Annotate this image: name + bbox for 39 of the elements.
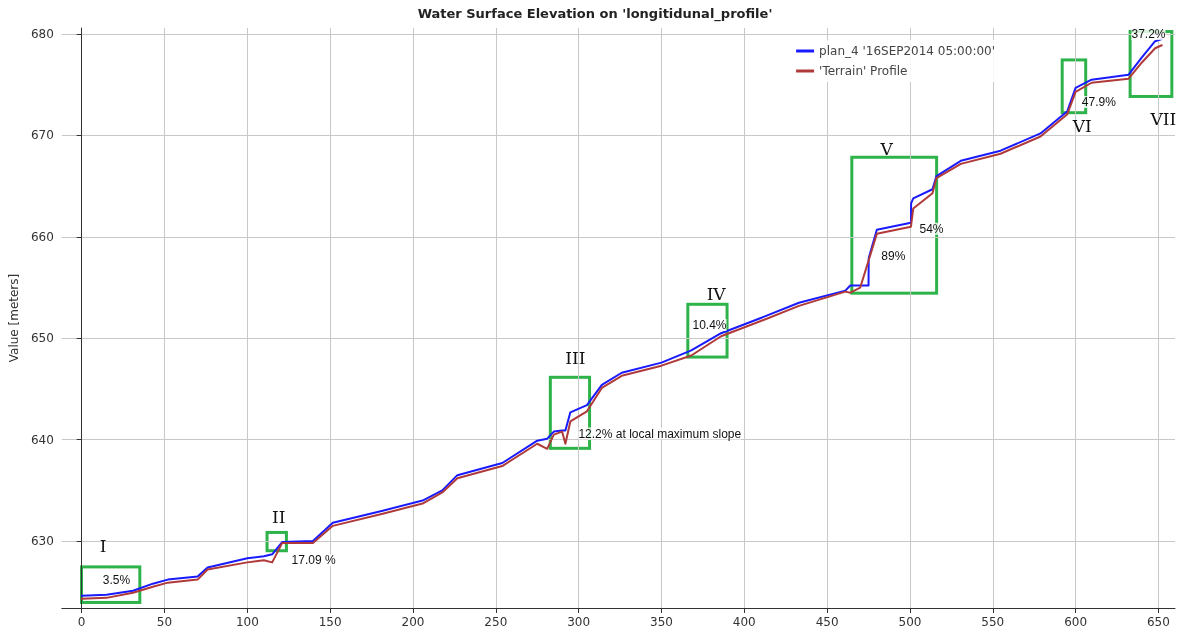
x-tick-label: 450 [815, 615, 839, 629]
x-tick-label: 100 [235, 615, 259, 629]
annotation: III [565, 347, 586, 368]
annotation: II [272, 506, 286, 527]
x-tick-label: 600 [1064, 615, 1088, 629]
annotation: 54% [919, 221, 944, 236]
annotation: 89% [881, 249, 906, 264]
annotation: 17.09 % [291, 553, 336, 568]
y-axis-title: Value [meters] [7, 273, 21, 363]
annotation: VII [1149, 109, 1177, 130]
x-tick-label: 650 [1146, 615, 1170, 629]
annotation: 10.4% [692, 318, 727, 333]
annotation: 12.2% at local maximum slope [578, 426, 742, 441]
x-tick-label: 50 [156, 615, 173, 629]
x-tick-label: 200 [401, 615, 425, 629]
legend-label: plan_4 '16SEP2014 05:00:00' [819, 44, 996, 58]
chart-title: Water Surface Elevation on 'longitidunal_profile' [417, 6, 773, 22]
x-tick-label: 500 [898, 615, 922, 629]
x-tick-label: 550 [981, 615, 1005, 629]
x-tick-label: 400 [732, 615, 756, 629]
x-tick-label: 0 [77, 615, 86, 629]
annotation: VI [1071, 116, 1092, 137]
annotation: 3.5% [102, 572, 131, 587]
annotation: 37.2% [1131, 27, 1166, 42]
x-tick-label: 250 [484, 615, 508, 629]
annotation: 47.9% [1081, 95, 1117, 110]
y-tick-label: 640 [30, 432, 54, 447]
y-tick-label: 660 [30, 229, 54, 244]
x-tick-label: 350 [650, 615, 673, 629]
x-tick-label: 300 [567, 615, 591, 629]
legend-label: 'Terrain' Profile [819, 64, 908, 78]
y-tick-label: 630 [30, 534, 54, 549]
annotation: V [879, 138, 894, 159]
y-tick-label: 680 [30, 27, 54, 42]
y-tick-label: 670 [30, 128, 54, 143]
annotation: I [99, 536, 107, 557]
y-tick-label: 650 [30, 331, 54, 346]
annotation: IV [706, 283, 727, 304]
x-tick-label: 150 [318, 615, 342, 629]
